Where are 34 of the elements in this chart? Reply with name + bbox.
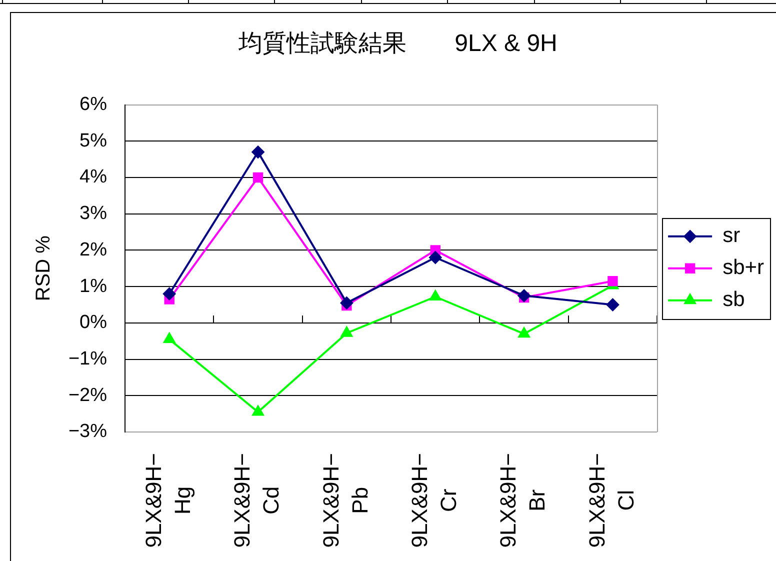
y-tick-label: 2% [80, 239, 108, 260]
point [518, 289, 531, 302]
point [608, 276, 618, 286]
point [252, 172, 264, 183]
point [429, 290, 442, 301]
legend-label: sr [722, 224, 740, 248]
x-tick-label: 9LX&9H−Cl [584, 452, 638, 548]
point [252, 405, 264, 416]
x-tick-label: 9LX&9H−Cr [406, 452, 461, 548]
x-tick-label: 9LX&9H−Hg [140, 452, 195, 548]
point [162, 287, 176, 300]
point [340, 296, 354, 310]
x-tick-label: 9LX&9H−Pb [318, 452, 372, 548]
legend-label: sb+r [722, 256, 764, 280]
y-tick-label: 0% [80, 312, 108, 334]
x-tick-label: 9LX&9H−Br [496, 452, 550, 548]
x-tick-label: 9LX&9H−Cd [230, 452, 284, 548]
y-tick-label: −2% [68, 384, 108, 406]
y-tick-label: 5% [80, 130, 108, 152]
y-tick-label: 6% [80, 94, 108, 116]
y-tick-label: 1% [80, 276, 108, 297]
chart-title: 均質性試験結果 9LX & 9H [238, 30, 558, 58]
point [252, 146, 265, 159]
y-tick-label: −1% [68, 348, 108, 370]
point [163, 332, 176, 344]
point [340, 326, 353, 337]
y-tick-label: 4% [80, 166, 108, 188]
point [606, 298, 620, 312]
legend-label: sb [722, 288, 745, 312]
point [518, 326, 530, 338]
y-tick-label: 3% [80, 203, 108, 224]
point [428, 250, 442, 264]
y-axis-title: RSD % [32, 235, 55, 302]
y-tick-label: −3% [68, 421, 108, 442]
